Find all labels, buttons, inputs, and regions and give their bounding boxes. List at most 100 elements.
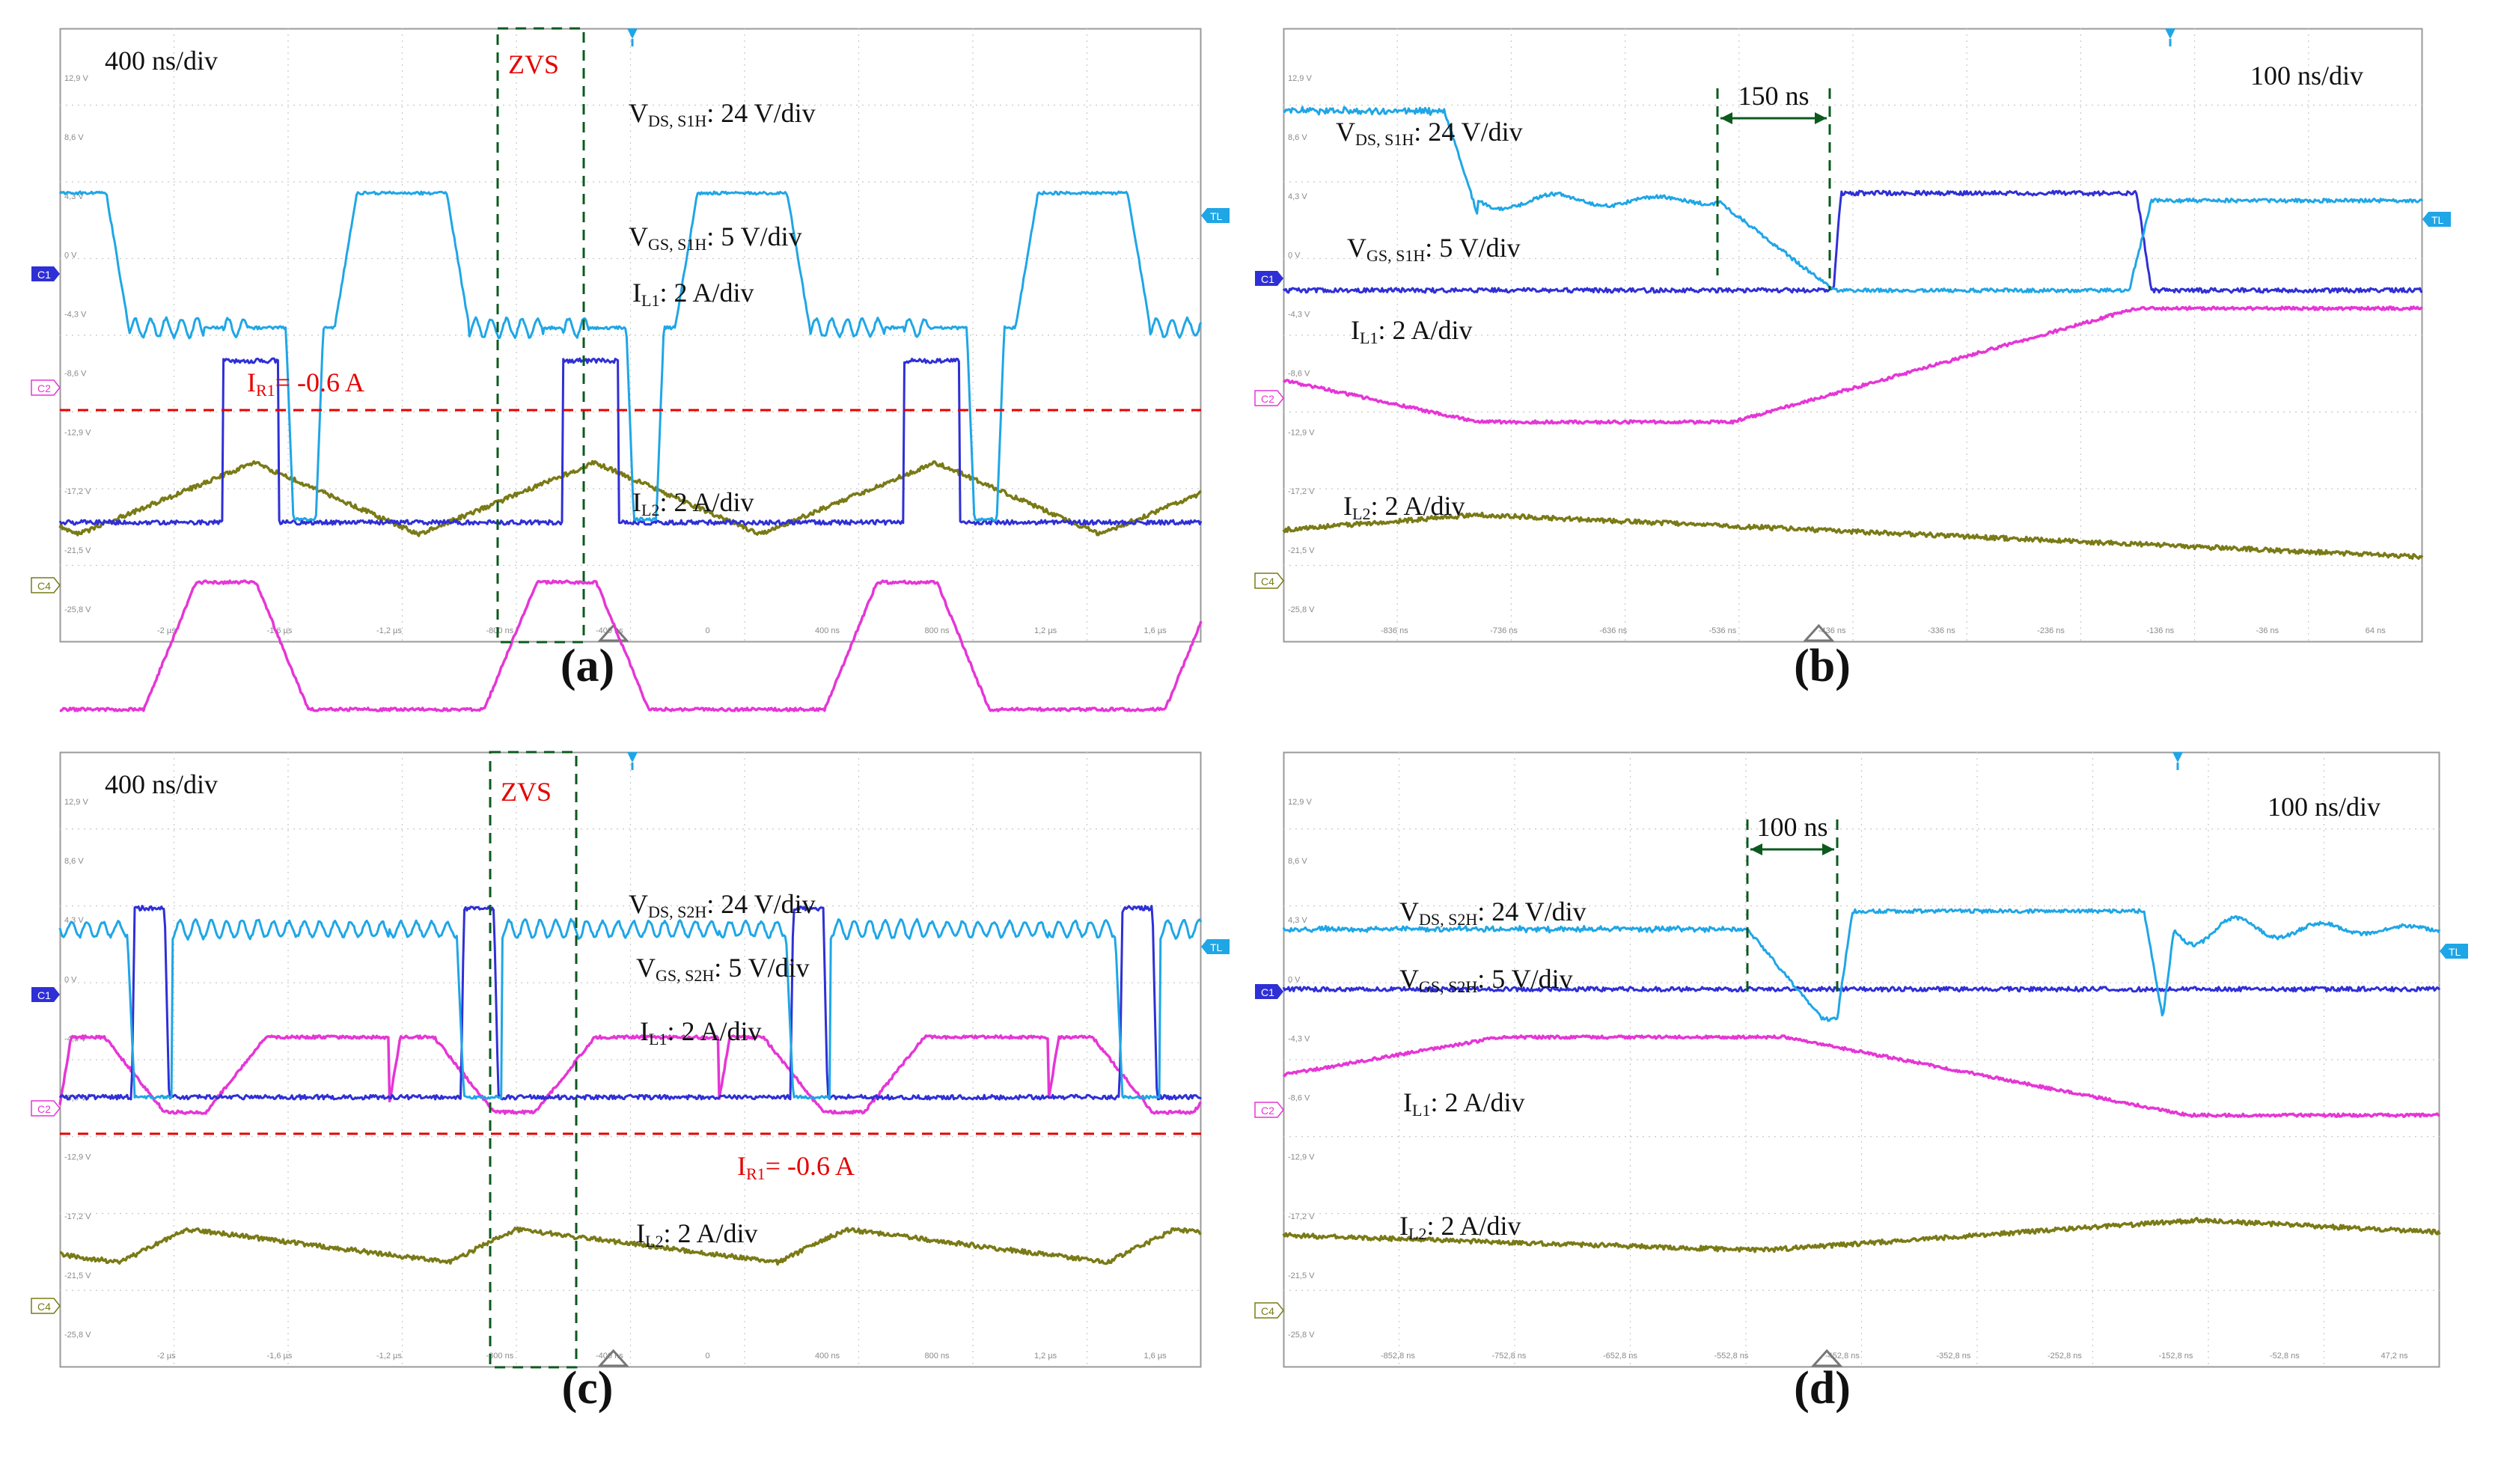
x-tick-label: -1,2 µs [376,626,402,635]
y-tick-label: -21,5 V [1288,1271,1315,1280]
y-tick-label: -8,6 V [1288,1094,1310,1103]
y-tick-label: -17,2 V [1288,1212,1315,1221]
y-tick-label: -12,9 V [1288,428,1315,437]
x-tick-label: -552,8 ns [1714,1352,1749,1361]
y-tick-label: -4,3 V [64,311,87,320]
timebase-label: 400 ns/div [105,46,218,76]
y-tick-label: -25,8 V [1288,1331,1315,1340]
y-tick-label: -8,6 V [64,369,87,378]
channel-4-marker-label: C4 [1261,575,1274,587]
y-tick-label: 8,6 V [1288,133,1307,142]
x-tick-label: -736 ns [1490,626,1518,635]
x-tick-label: 800 ns [925,626,950,635]
y-tick-label: -17,2 V [64,487,91,496]
y-tick-label: -12,9 V [1288,1153,1315,1162]
channel-2-marker-label: C2 [1261,393,1274,405]
panel-caption-a: (a) [513,640,662,693]
y-tick-label: -17,2 V [64,1212,91,1221]
x-tick-label: -136 ns [2146,626,2174,635]
x-tick-label: -536 ns [1709,626,1737,635]
x-tick-label: 400 ns [815,626,840,635]
panel-b: 12,9 V 8,6 V 4,3 V 0 V -4,3 V -8,6 V -12,9 V -1… [1283,28,2422,642]
y-tick-label: 8,6 V [64,133,84,142]
interval-label: 100 ns [1756,812,1827,842]
interval-label: 150 ns [1738,81,1809,111]
x-tick-label: -236 ns [2037,626,2065,635]
x-tick-label: -152,8 ns [2159,1352,2193,1361]
x-tick-label: 1,2 µs [1034,626,1057,635]
x-tick-label: 1,6 µs [1144,1352,1167,1361]
panel-c-plot: 12,9 V8,6 V4,3 V0 V-4,3 V-8,6 V-12,9 V-1… [60,752,1201,1367]
timebase-label: 400 ns/div [105,769,218,799]
y-tick-label: -21,5 V [64,546,91,555]
y-tick-label: -21,5 V [1288,546,1315,555]
y-tick-label: 0 V [1288,975,1301,984]
panel-caption-b: (b) [1747,640,1897,693]
y-tick-label: -25,8 V [64,605,91,614]
channel-4-marker-label: C4 [37,1301,51,1313]
y-tick-label: -8,6 V [1288,369,1310,378]
x-tick-label: 1,6 µs [1144,626,1167,635]
x-tick-label: 0 [706,1352,710,1361]
y-tick-label: 4,3 V [1288,916,1307,925]
zvs-label: ZVS [508,49,559,79]
x-tick-label: -52,8 ns [2270,1352,2300,1361]
panel-b-plot: 12,9 V 8,6 V 4,3 V 0 V -4,3 V -8,6 V -12,9 V -1… [1283,28,2422,642]
trigger-level-marker-label: TL [1210,941,1223,953]
panel-caption-d: (d) [1747,1362,1897,1415]
x-tick-label: -336 ns [1928,626,1955,635]
x-tick-label: -36 ns [2256,626,2279,635]
panel-d-plot: 12,9 V8,6 V4,3 V0 V-4,3 V-8,6 V-12,9 V-1… [1283,752,2440,1367]
x-tick-label: 800 ns [925,1352,950,1361]
x-tick-label: -352,8 ns [1937,1352,1971,1361]
y-tick-label: 4,3 V [1288,192,1307,201]
y-tick-label: 8,6 V [1288,857,1307,866]
channel-1-marker-label: C1 [1261,273,1274,285]
y-tick-label: 8,6 V [64,857,84,866]
x-tick-label: -1,2 µs [376,1352,402,1361]
panel-caption-c: (c) [513,1362,662,1415]
y-tick-label: -25,8 V [64,1331,91,1340]
timebase-label: 100 ns/div [2268,792,2381,822]
x-tick-label: 1,2 µs [1034,1352,1057,1361]
trigger-level-marker-label: TL [2431,214,2444,226]
x-tick-label: -652,8 ns [1603,1352,1637,1361]
panel-d: 12,9 V 8,6 V 4,3 V 0 V -4,3 V -8,6 V -12,9 V -1… [1283,752,2440,1367]
channel-2-marker-label: C2 [37,1103,51,1115]
y-tick-label: 12,9 V [1288,74,1312,83]
x-tick-label: -1,6 µs [267,626,293,635]
y-tick-label: 0 V [64,975,77,984]
x-tick-label: -852,8 ns [1381,1352,1415,1361]
x-tick-label: 0 [706,626,710,635]
channel-4-marker-label: C4 [1261,1305,1274,1317]
y-tick-label: 12,9 V [64,74,88,83]
y-tick-label: -25,8 V [1288,605,1315,614]
x-tick-label: -252,8 ns [2047,1352,2082,1361]
y-tick-label: -4,3 V [1288,311,1310,320]
channel-1-marker-label: C1 [37,269,51,281]
x-tick-label: 400 ns [815,1352,840,1361]
x-tick-label: 64 ns [2366,626,2386,635]
x-tick-label: -836 ns [1381,626,1408,635]
x-tick-label: -752,8 ns [1492,1352,1527,1361]
panel-c: 12,9 V 8,6 V 4,3 V0 V -4,3 V -8,6 V -12,9 V -1… [60,752,1201,1367]
y-tick-label: -21,5 V [64,1271,91,1280]
y-tick-label: -4,3 V [1288,1034,1310,1043]
channel-2-marker-label: C2 [1261,1105,1274,1117]
trigger-level-marker-label: TL [1210,210,1223,222]
panel-a-plot: 12,9 V8,6 V4,3 V0 V-4,3 V-8,6 V-12,9 V-1… [60,28,1201,642]
y-tick-label: 12,9 V [64,798,88,807]
channel-1-marker-label: C1 [37,989,51,1001]
panel-a: 12,9 V 8,6 V 4,3 V0 V -4,3 V -8,6 V -12,9 V -1… [60,28,1201,642]
y-tick-label: -17,2 V [1288,487,1315,496]
channel-1-marker-label: C1 [1261,986,1274,998]
trigger-level-marker-label: TL [2449,946,2461,958]
x-tick-label: 47,2 ns [2381,1352,2409,1361]
y-tick-label: -12,9 V [64,428,91,437]
scope-frame [61,753,1201,1367]
x-tick-label: -1,6 µs [267,1352,293,1361]
y-tick-label: 0 V [1288,251,1301,260]
y-tick-label: -12,9 V [64,1153,91,1162]
x-tick-label: -2 µs [157,1352,176,1361]
y-tick-label: 0 V [64,251,77,260]
